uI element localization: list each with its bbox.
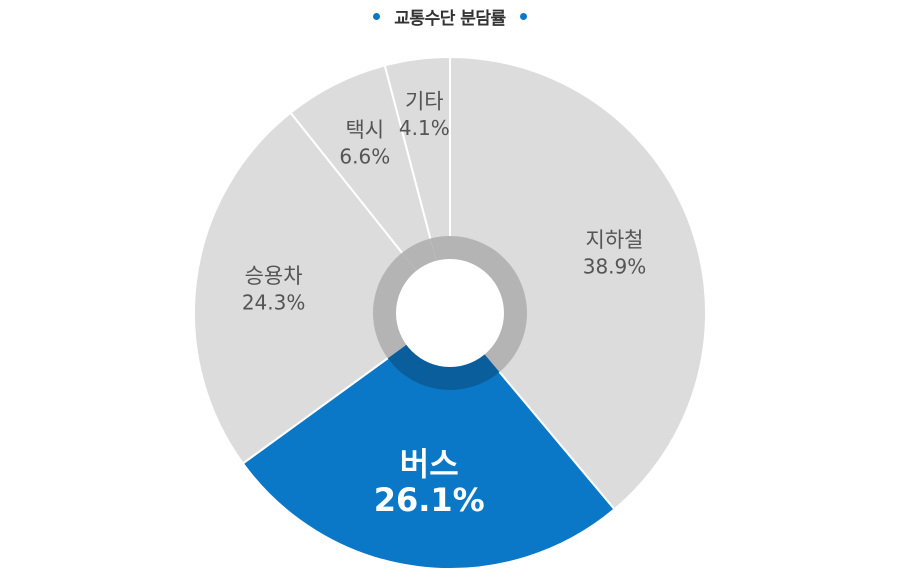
donut-hole [396, 259, 504, 367]
slice-2-wedge [241, 311, 616, 570]
slice-3-value-label: 24.3% [242, 291, 306, 315]
title-left-dot [373, 12, 381, 20]
chart-title-row: 교통수단 분담률 [0, 2, 900, 30]
slices-layer [193, 55, 707, 570]
slice-2-value-label: 26.1% [374, 481, 485, 519]
slice-4-category-label: 택시 [345, 118, 384, 142]
slice-4-value-label: 6.6% [339, 145, 390, 169]
slice-5-category-label: 기타 [405, 90, 444, 114]
slice-1-value-label: 38.9% [583, 255, 647, 279]
slice-1-category-label: 지하철 [586, 228, 644, 252]
slice-3-wedge [193, 111, 452, 465]
slice-2-category-label: 버스 [400, 445, 459, 483]
slice-3-category-label: 승용차 [245, 264, 303, 288]
slice-1-wedge [449, 55, 707, 511]
chart-title: 교통수단 분담률 [394, 8, 506, 29]
slice-5-value-label: 4.1% [399, 116, 450, 140]
title-right-dot [519, 12, 527, 20]
inner-ring-layer [373, 236, 527, 390]
